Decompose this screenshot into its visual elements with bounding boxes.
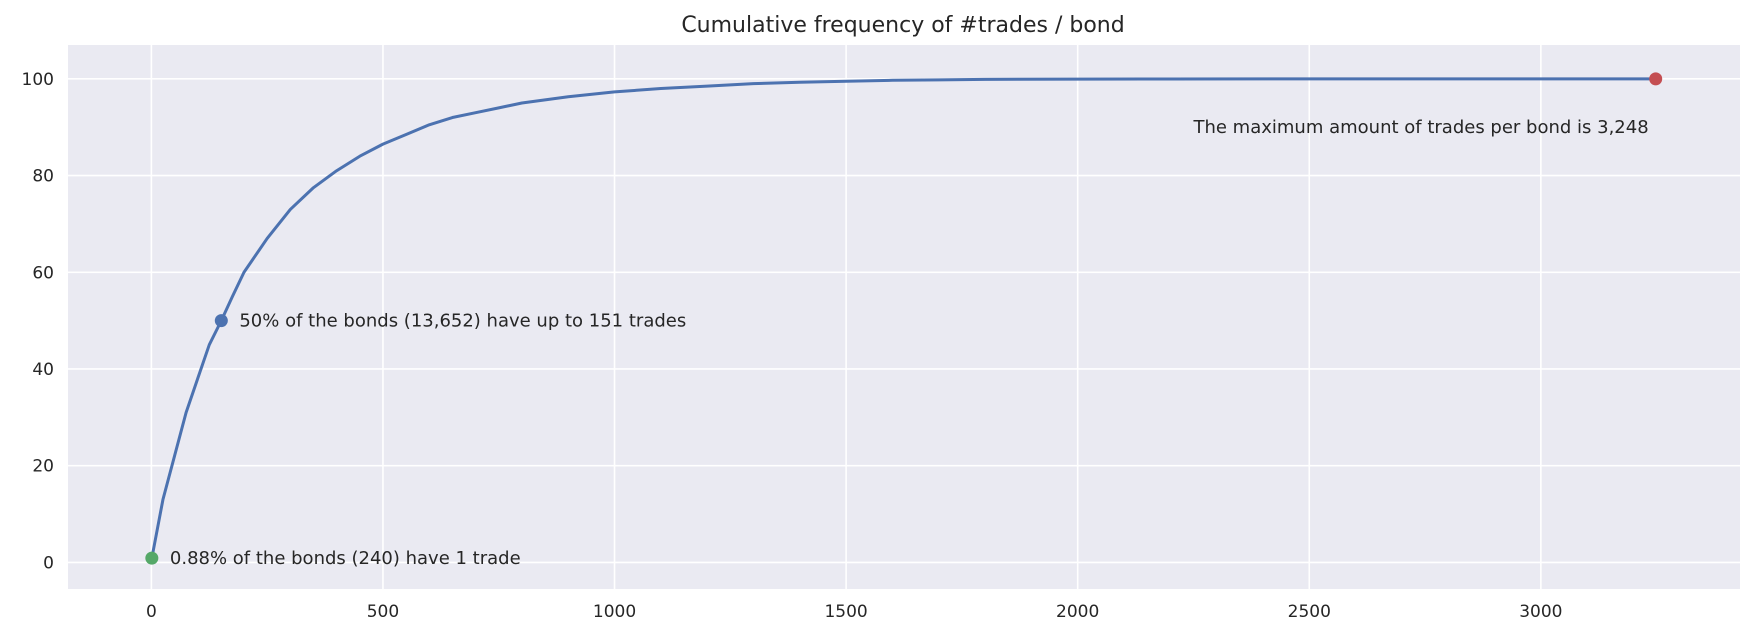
y-tick-label: 100 (22, 70, 54, 90)
y-tick-label: 0 (43, 553, 54, 573)
y-tick-label: 60 (32, 263, 54, 283)
x-tick-label: 2000 (1056, 602, 1099, 622)
y-tick-label: 40 (32, 360, 54, 380)
x-tick-label: 3000 (1519, 602, 1562, 622)
x-tick-label: 500 (367, 602, 399, 622)
x-tick-label: 1500 (824, 602, 867, 622)
plot-background (68, 45, 1740, 589)
marker-median (214, 314, 228, 328)
annotation-label: The maximum amount of trades per bond is… (1192, 117, 1648, 138)
annotation-label: 0.88% of the bonds (240) have 1 trade (170, 548, 521, 569)
y-tick-label: 20 (32, 457, 54, 477)
chart-title: Cumulative frequency of #trades / bond (681, 13, 1124, 38)
annotation-label: 50% of the bonds (13,652) have up to 151… (239, 311, 686, 332)
marker-max (1649, 72, 1663, 86)
x-tick-label: 1000 (593, 602, 636, 622)
x-tick-label: 0 (146, 602, 157, 622)
y-tick-label: 80 (32, 167, 54, 187)
marker-min (145, 551, 159, 565)
x-tick-label: 2500 (1288, 602, 1331, 622)
